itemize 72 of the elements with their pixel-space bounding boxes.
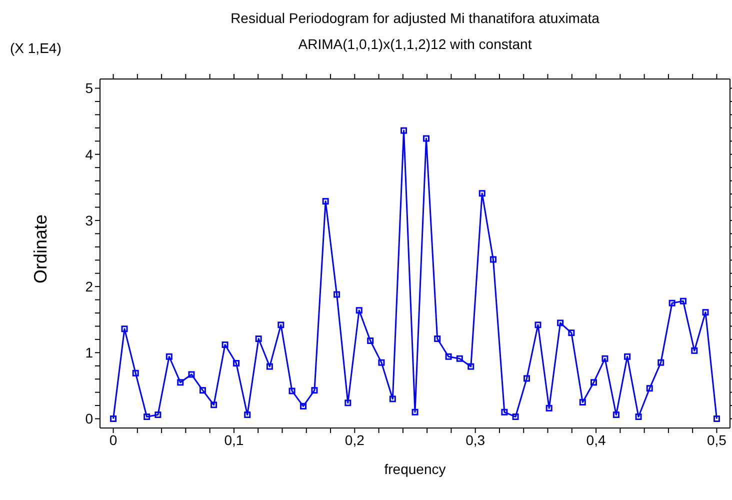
point	[356, 307, 362, 314]
x-tick-label: 0,2	[344, 432, 365, 448]
point	[311, 387, 318, 394]
point	[344, 400, 352, 406]
point	[445, 353, 452, 360]
point	[389, 396, 396, 402]
point	[121, 326, 128, 332]
point	[646, 385, 653, 392]
x-tick-label: 0,3	[466, 432, 486, 448]
x-tick-label: 0,5	[706, 432, 727, 448]
point	[177, 379, 184, 386]
point	[713, 415, 720, 422]
point	[612, 412, 620, 418]
point	[188, 371, 195, 378]
point	[210, 402, 218, 408]
point	[456, 355, 463, 362]
point	[288, 388, 296, 394]
point	[322, 198, 329, 205]
x-axis-title: frequency	[384, 461, 446, 477]
point	[635, 414, 642, 420]
x-tick-label: 0,1	[224, 432, 244, 448]
y-tick-label: 3	[85, 212, 94, 228]
point	[590, 379, 597, 386]
point	[278, 322, 284, 328]
x-tick-label: 0	[109, 432, 118, 448]
point	[478, 190, 486, 197]
point	[244, 412, 251, 418]
point	[557, 320, 564, 326]
point	[300, 402, 306, 410]
chart-subtitle: ARIMA(1,0,1)x(1,1,2)12 with constant	[297, 36, 533, 52]
point	[199, 387, 206, 394]
y-axis-title: Ordinate	[30, 214, 50, 284]
chart-title: Residual Periodogram for adjusted Mi thanatifora atuximata	[230, 10, 600, 26]
point	[668, 300, 676, 306]
point	[434, 336, 441, 342]
y-tick-label: 5	[85, 80, 94, 96]
point	[691, 347, 698, 354]
point	[378, 359, 385, 366]
point	[568, 330, 575, 336]
text: (X 1,E4)	[10, 40, 62, 56]
point	[154, 412, 162, 418]
point	[412, 408, 418, 416]
point	[132, 370, 139, 376]
point	[110, 415, 117, 422]
point	[255, 336, 262, 342]
y-tick-label: 2	[85, 278, 94, 295]
point	[144, 414, 150, 420]
point	[624, 353, 631, 360]
point	[490, 256, 496, 263]
point	[702, 309, 709, 316]
point	[334, 291, 340, 298]
point	[546, 404, 552, 412]
point	[166, 353, 172, 360]
point	[579, 398, 586, 406]
y-tick-label: 4	[85, 146, 94, 162]
point	[602, 355, 608, 362]
point	[468, 363, 474, 370]
point	[512, 414, 519, 420]
point	[422, 135, 430, 142]
point	[524, 375, 530, 382]
point	[367, 338, 374, 344]
x-tick-label: 0,4	[586, 432, 606, 448]
point	[400, 127, 408, 134]
point	[222, 341, 228, 348]
point	[266, 363, 273, 370]
point	[501, 408, 508, 416]
y-tick-label: 0	[85, 410, 94, 427]
point	[658, 359, 664, 366]
y-tick-label: 1	[85, 344, 94, 361]
point	[680, 298, 686, 304]
point	[534, 322, 542, 328]
point	[233, 360, 240, 366]
